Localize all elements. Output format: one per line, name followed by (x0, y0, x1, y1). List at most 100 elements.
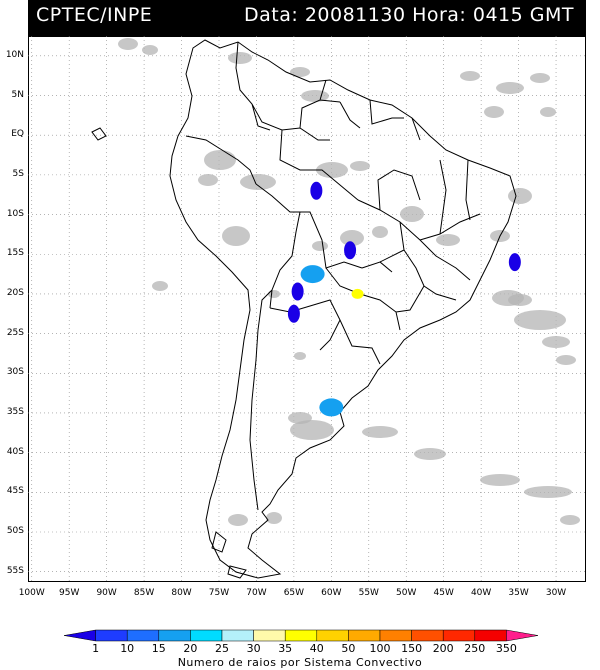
lat-label: 50S (6, 526, 24, 536)
cloud-patch (414, 448, 446, 460)
cloud-cover (118, 38, 580, 526)
cloud-patch (268, 290, 280, 298)
lat-label: 5S (12, 168, 24, 179)
colorbar-tick-label: 30 (246, 642, 261, 655)
colorbar-tick-label: 15 (151, 642, 166, 655)
continent-outline (169, 39, 517, 579)
colorbar-segment (442, 629, 476, 642)
lon-label: 60W (321, 588, 342, 598)
lon-label: 40W (470, 588, 492, 598)
lon-label: 85W (133, 588, 155, 598)
colorbar-segment (95, 629, 128, 642)
colorbar-segment (316, 629, 349, 642)
coastline-and-borders (91, 39, 517, 579)
cloud-patch (530, 73, 550, 83)
cloud-patch (290, 420, 334, 440)
colorbar-tick-label: 150 (401, 642, 423, 655)
cloud-patch (496, 82, 524, 94)
cloud-patch (240, 174, 276, 190)
lat-label: 10S (6, 208, 24, 219)
colorbar-segment (63, 629, 96, 642)
colorbar-title: Numero de raios por Sistema Convectivo (177, 656, 423, 669)
colorbar-tick-label: 40 (309, 642, 324, 655)
lon-label: 80W (171, 588, 192, 598)
colorbar-tick-label: 20 (183, 642, 198, 655)
cloud-patch (514, 310, 566, 330)
convective-system-marker (351, 288, 364, 299)
convective-system-marker (291, 282, 304, 301)
colorbar-tick-label: 10 (120, 642, 135, 655)
cloud-patch (228, 514, 248, 526)
colorbar-segment (221, 629, 254, 642)
cloud-patch (556, 355, 576, 365)
colorbar-tick-label: 200 (432, 642, 454, 655)
cloud-patch (294, 352, 306, 360)
lon-label: 100W (18, 588, 45, 598)
cloud-patch (152, 281, 168, 291)
colorbar-segment (411, 629, 444, 642)
cloud-patch (484, 106, 504, 118)
lon-label: 50W (396, 588, 417, 598)
island-outline (227, 565, 247, 579)
datetime-label: Data: 20081130 Hora: 0415 GMT (244, 4, 574, 26)
lon-label: 70W (246, 588, 267, 598)
cloud-patch (198, 174, 218, 186)
cloud-patch (222, 226, 250, 246)
cloud-patch (436, 234, 460, 246)
cloud-patch (460, 71, 480, 81)
lat-label: 30S (6, 367, 24, 378)
cloud-patch (350, 161, 370, 171)
cloud-patch (560, 515, 580, 525)
cloud-patch (142, 45, 158, 55)
convective-system-marker (287, 304, 300, 323)
source-label: CPTEC/INPE (36, 4, 153, 26)
colorbar-segment (284, 629, 318, 642)
lon-label: 75W (208, 588, 230, 598)
colorbar-tick-label: 35 (278, 642, 293, 655)
cloud-patch (266, 512, 282, 524)
colorbar-tick-label: 25 (215, 642, 229, 655)
map-header: CPTEC/INPE Data: 20081130 Hora: 0415 GMT (28, 0, 586, 36)
lat-label: 55S (6, 565, 24, 576)
convective-system-marker (319, 398, 344, 417)
lon-label: 90W (96, 588, 117, 598)
colorbar-segment (190, 629, 223, 642)
cloud-patch (508, 188, 532, 204)
colorbar-tick-label: 50 (341, 642, 356, 655)
colorbar-segment (379, 629, 412, 642)
lat-label: 35S (6, 406, 24, 417)
lat-label: 10N (5, 49, 24, 60)
lon-label: 45W (433, 588, 454, 598)
lon-label: 55W (358, 588, 379, 598)
cloud-patch (372, 226, 388, 238)
cloud-patch (312, 241, 328, 251)
island-outline (91, 127, 107, 141)
cloud-patch (362, 426, 398, 438)
cloud-patch (542, 336, 570, 348)
island-outline (211, 531, 227, 553)
cloud-patch (508, 294, 532, 306)
colorbar-tick-label: 250 (464, 642, 486, 655)
lat-label: 45S (6, 486, 24, 497)
colorbar-segment (158, 629, 191, 642)
convective-system-marker (310, 181, 323, 200)
cloud-patch (480, 474, 520, 486)
lat-label: 40S (6, 446, 24, 457)
colorbar-tick-label: 350 (495, 642, 517, 655)
lat-label: 25S (6, 327, 24, 338)
convective-system-marker (300, 265, 325, 284)
lon-label: 30W (545, 588, 567, 598)
colorbar-segment (126, 629, 160, 642)
border-lines (185, 41, 481, 511)
lon-label: 95W (59, 588, 80, 598)
lon-label: 65W (283, 588, 305, 598)
convective-system-marker (344, 241, 357, 260)
lat-label: 15S (6, 248, 24, 259)
lat-label: EQ (11, 129, 24, 140)
cloud-patch (204, 150, 236, 170)
cloud-patch (288, 412, 312, 424)
map-frame (28, 36, 586, 582)
colorbar-segment (348, 629, 381, 642)
cloud-patch (400, 206, 424, 222)
